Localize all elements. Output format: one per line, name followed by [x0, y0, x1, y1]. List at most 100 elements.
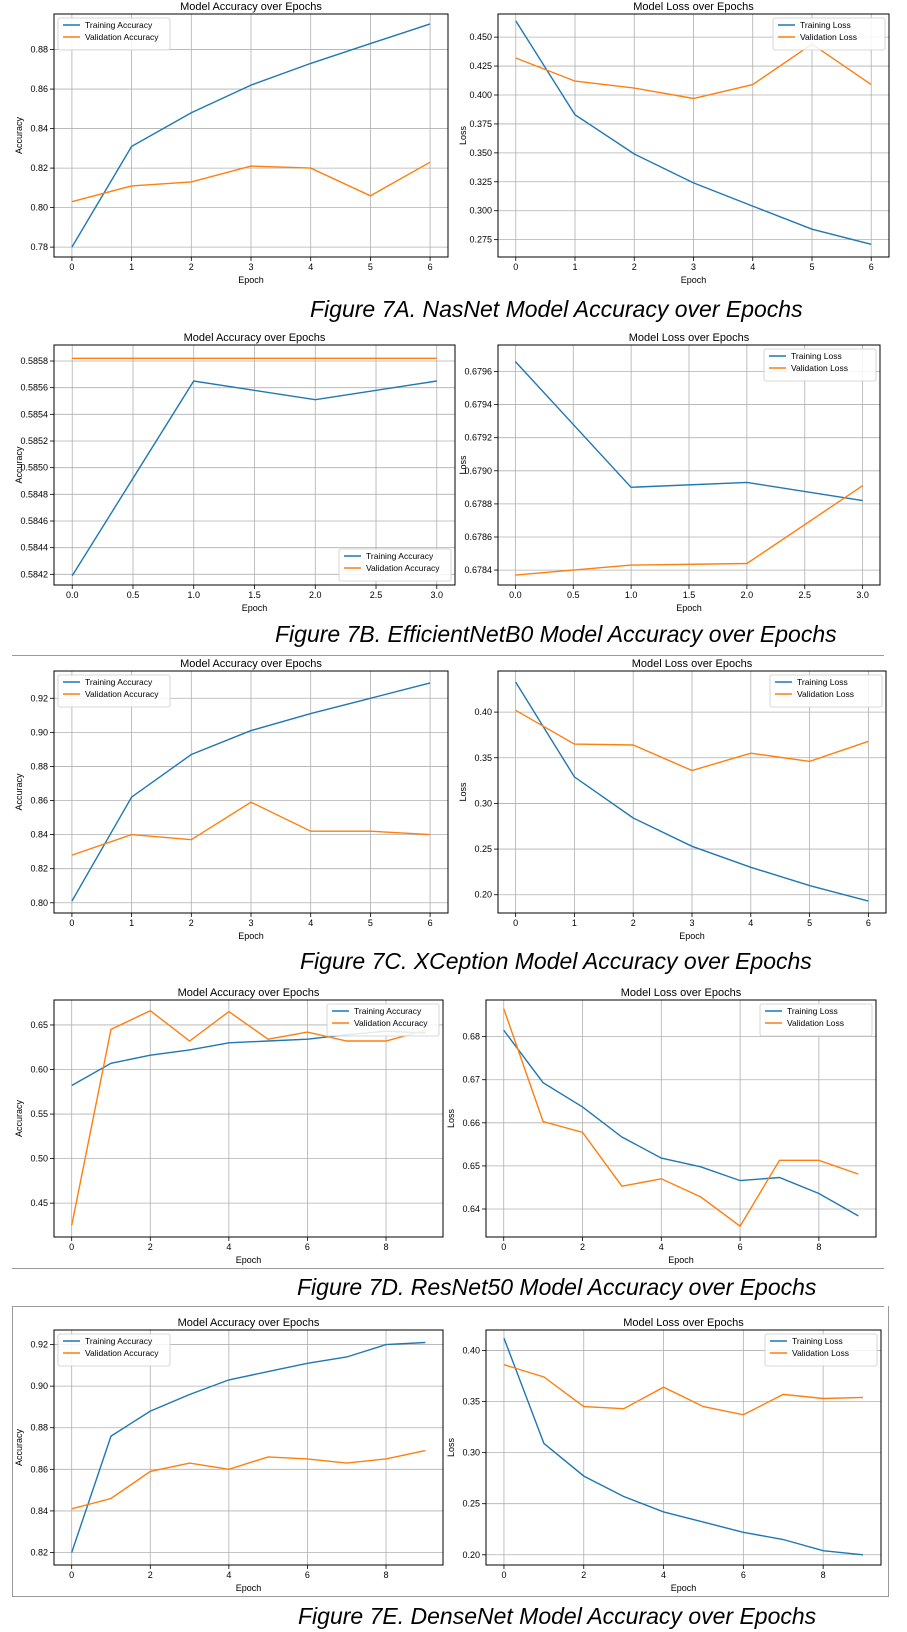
- x-tick-label: 2: [581, 1570, 586, 1580]
- x-tick-label: 2: [148, 1570, 153, 1580]
- y-tick-label: 0.50: [30, 1154, 48, 1164]
- legend-entry: Training Loss: [800, 20, 851, 30]
- y-tick-label: 0.5848: [20, 489, 48, 499]
- plot-frame: [53, 670, 449, 914]
- legend-entry: Validation Loss: [800, 32, 857, 42]
- y-tick-label: 0.86: [30, 1464, 48, 1474]
- x-tick-label: 0: [69, 1242, 74, 1252]
- y-tick-label: 0.6790: [464, 466, 492, 476]
- legend-box: [57, 674, 171, 708]
- y-tick-label: 0.20: [462, 1550, 480, 1560]
- y-tick-label: 0.90: [30, 1381, 48, 1391]
- x-tick-label: 2: [148, 1242, 153, 1252]
- plot-frame: [497, 13, 890, 258]
- figure-caption-7b: Figure 7B. EfficientNetB0 Model Accuracy…: [275, 621, 837, 647]
- x-tick-label: 8: [384, 1242, 389, 1252]
- x-tick-label: 3: [248, 262, 253, 272]
- x-tick-label: 4: [308, 262, 313, 272]
- series-line: [503, 1008, 859, 1228]
- y-tick-label: 0.88: [30, 761, 48, 771]
- x-tick-label: 6: [738, 1242, 743, 1252]
- y-axis-label: Loss: [458, 455, 468, 475]
- y-tick-label: 0.82: [30, 1548, 48, 1558]
- legend-entry: Training Loss: [787, 1006, 838, 1016]
- x-tick-label: 5: [807, 918, 812, 928]
- x-tick-label: 5: [809, 262, 814, 272]
- y-axis-label: Accuracy: [14, 446, 24, 484]
- frame-line-left: [12, 1306, 13, 1596]
- y-tick-label: 0.5858: [20, 356, 48, 366]
- plot-frame: [497, 670, 887, 914]
- chart-title: Model Accuracy over Epochs: [180, 658, 322, 670]
- y-tick-label: 0.20: [474, 890, 492, 900]
- legend-entry: Training Accuracy: [354, 1006, 422, 1016]
- chart-title: Model Loss over Epochs: [632, 658, 753, 670]
- y-tick-label: 0.5846: [20, 516, 48, 526]
- x-tick-label: 8: [816, 1242, 821, 1252]
- y-tick-label: 0.40: [474, 707, 492, 717]
- x-tick-label: 8: [821, 1570, 826, 1580]
- legend-box: [764, 1333, 878, 1367]
- legend-entry: Validation Loss: [792, 1348, 849, 1358]
- plot-frame: [485, 1329, 882, 1566]
- legend-entry: Validation Accuracy: [354, 1018, 428, 1028]
- y-tick-label: 0.66: [462, 1118, 480, 1128]
- x-tick-label: 0: [513, 262, 518, 272]
- x-axis-label: Epoch: [236, 1255, 262, 1265]
- y-tick-label: 0.86: [30, 796, 48, 806]
- y-tick-label: 0.5852: [20, 436, 48, 446]
- series-line: [71, 1009, 426, 1226]
- legend-box: [759, 1003, 873, 1037]
- y-tick-label: 0.35: [474, 753, 492, 763]
- chart-title: Model Loss over Epochs: [621, 987, 742, 999]
- y-tick-label: 0.67: [462, 1075, 480, 1085]
- x-tick-label: 0.5: [567, 590, 580, 600]
- legend-entry: Training Accuracy: [85, 1336, 153, 1346]
- x-tick-label: 0.0: [509, 590, 522, 600]
- y-tick-label: 0.6796: [464, 366, 492, 376]
- y-tick-label: 0.325: [469, 177, 492, 187]
- x-tick-label: 1: [129, 918, 134, 928]
- y-tick-label: 0.60: [30, 1064, 48, 1074]
- y-tick-label: 0.5856: [20, 383, 48, 393]
- y-tick-label: 0.65: [462, 1161, 480, 1171]
- x-tick-label: 2: [580, 1242, 585, 1252]
- chart-title: Model Loss over Epochs: [629, 332, 750, 344]
- x-tick-label: 6: [741, 1570, 746, 1580]
- series-line: [503, 1337, 864, 1556]
- chart-title: Model Accuracy over Epochs: [184, 332, 326, 344]
- x-tick-label: 1: [573, 262, 578, 272]
- x-tick-label: 1.5: [683, 590, 696, 600]
- x-tick-label: 0: [501, 1570, 506, 1580]
- y-tick-label: 0.68: [462, 1032, 480, 1042]
- x-tick-label: 2.5: [370, 590, 383, 600]
- y-tick-label: 0.5844: [20, 543, 48, 553]
- chart-title: Model Loss over Epochs: [633, 1, 754, 13]
- y-tick-label: 0.300: [469, 206, 492, 216]
- x-tick-label: 2.0: [309, 590, 322, 600]
- x-tick-label: 3: [691, 262, 696, 272]
- x-tick-label: 6: [305, 1242, 310, 1252]
- y-axis-label: Accuracy: [14, 116, 24, 154]
- y-tick-label: 0.78: [30, 242, 48, 252]
- legend-entry: Training Accuracy: [85, 677, 153, 687]
- x-tick-label: 0: [501, 1242, 506, 1252]
- x-tick-label: 3.0: [431, 590, 444, 600]
- y-tick-label: 0.40: [462, 1345, 480, 1355]
- x-tick-label: 0: [69, 1570, 74, 1580]
- y-axis-label: Accuracy: [14, 773, 24, 811]
- separator-line: [12, 1268, 884, 1269]
- legend-entry: Validation Accuracy: [85, 32, 159, 42]
- legend-box: [57, 17, 171, 51]
- x-tick-label: 2: [189, 918, 194, 928]
- y-tick-label: 0.88: [30, 1423, 48, 1433]
- x-tick-label: 1.0: [187, 590, 200, 600]
- separator-line: [12, 655, 884, 656]
- legend-entry: Training Accuracy: [85, 20, 153, 30]
- y-tick-label: 0.6794: [464, 400, 492, 410]
- series-line: [515, 709, 869, 772]
- separator-line: [12, 1306, 884, 1307]
- figure-caption-7e: Figure 7E. DenseNet Model Accuracy over …: [298, 1603, 817, 1629]
- y-tick-label: 0.425: [469, 61, 492, 71]
